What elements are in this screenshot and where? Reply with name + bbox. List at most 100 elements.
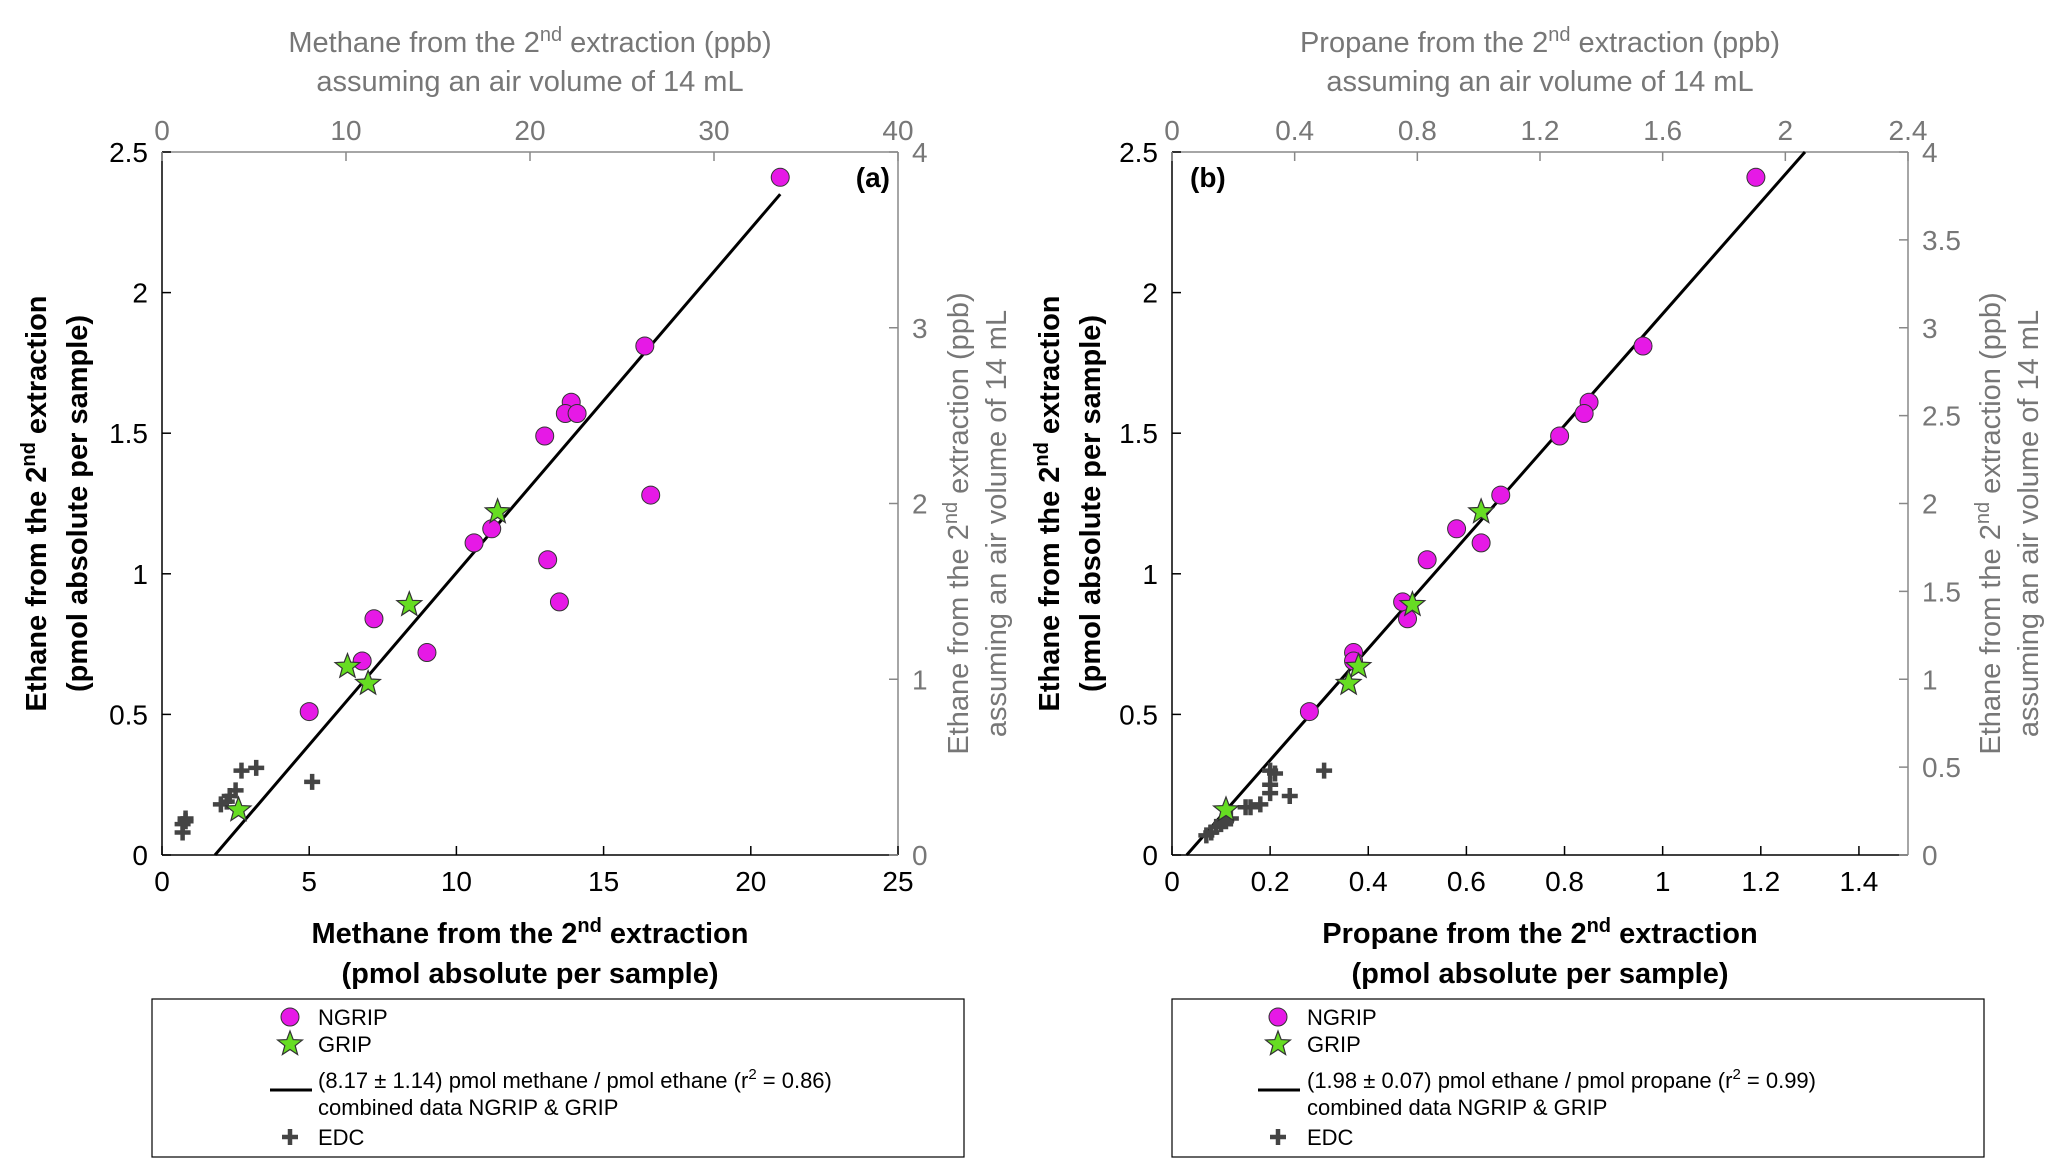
top-tick-label: 30 — [698, 115, 729, 146]
legend-label: EDC — [1307, 1125, 1354, 1150]
fit-line — [1185, 151, 1807, 856]
right-tick-label: 3 — [1922, 313, 1938, 344]
x-tick-label: 1.4 — [1839, 866, 1878, 897]
right-axis-label: Ethane from the 2nd extraction (ppb) — [1972, 292, 2007, 754]
data-point-ngrip — [364, 609, 384, 629]
x-axis-label: Propane from the 2nd extraction — [1322, 915, 1757, 950]
x-tick-label: 5 — [301, 866, 317, 897]
panel-label: (a) — [856, 162, 890, 193]
right-axis-label-line2: assuming an air volume of 14 mL — [981, 310, 1013, 737]
right-tick-label: 2 — [1922, 489, 1938, 520]
data-point-ngrip — [1471, 533, 1491, 553]
y-tick-label: 0 — [132, 840, 148, 871]
data-point-grip — [1344, 651, 1373, 679]
y-tick-label: 2 — [132, 278, 148, 309]
top-tick-label: 2.4 — [1889, 115, 1928, 146]
legend-label: (8.17 ± 1.14) pmol methane / pmol ethane… — [318, 1066, 832, 1093]
right-tick-label: 1 — [1922, 664, 1938, 695]
data-point-grip — [1211, 795, 1240, 822]
top-tick-label: 1.2 — [1521, 115, 1560, 146]
right-tick-label: 4 — [1922, 137, 1938, 168]
right-axis-label-line2: assuming an air volume of 14 mL — [2013, 310, 2045, 737]
top-tick-label: 0 — [154, 115, 170, 146]
x-tick-label: 1.2 — [1741, 866, 1780, 897]
legend-label: NGRIP — [1307, 1005, 1377, 1030]
series-grip — [1211, 497, 1496, 822]
right-tick-label: 2.5 — [1922, 401, 1961, 432]
y-axis-label-line2: (pmol absolute per sample) — [1075, 315, 1107, 692]
series-ngrip — [299, 167, 790, 722]
x-tick-label: 0.8 — [1545, 866, 1584, 897]
data-point-ngrip — [1550, 426, 1570, 446]
legend-box — [1171, 998, 1985, 1158]
x-tick-label: 0.6 — [1447, 866, 1486, 897]
data-point-ngrip — [299, 702, 319, 722]
y-tick-label: 1 — [132, 559, 148, 590]
data-point-edc — [1316, 762, 1333, 779]
data-point-grip — [395, 589, 424, 617]
data-point-edc — [227, 782, 244, 799]
right-tick-label: 0 — [912, 840, 928, 871]
x-tick-label: 10 — [441, 866, 472, 897]
data-point-grip — [1467, 497, 1496, 524]
right-tick-label: 0 — [1922, 840, 1938, 871]
right-tick-label: 3.5 — [1922, 225, 1961, 256]
right-axis-label: Ethane from the 2nd extraction (ppb) — [940, 292, 975, 754]
y-tick-label: 0.5 — [109, 699, 148, 730]
data-point-edc — [1242, 799, 1259, 816]
data-point-ngrip — [352, 651, 372, 671]
data-point-ngrip — [535, 426, 555, 446]
legend-label: combined data NGRIP & GRIP — [318, 1095, 618, 1120]
right-tick-label: 1.5 — [1922, 576, 1961, 607]
data-point-grip — [1398, 590, 1427, 617]
data-point-ngrip — [641, 485, 661, 505]
series-grip — [224, 497, 512, 822]
top-tick-label: 0.4 — [1275, 115, 1314, 146]
legend-label: NGRIP — [318, 1005, 388, 1030]
data-point-ngrip — [464, 533, 484, 553]
x-axis-label-line2: (pmol absolute per sample) — [1351, 958, 1728, 990]
data-point-ngrip — [482, 519, 502, 539]
data-point-grip — [333, 651, 362, 679]
top-tick-label: 20 — [514, 115, 545, 146]
legend-label: GRIP — [318, 1032, 372, 1057]
y-axis-label-line2: (pmol absolute per sample) — [62, 315, 94, 692]
y-tick-label: 2 — [1142, 278, 1158, 309]
top-axis-label: Methane from the 2nd extraction (ppb) — [288, 24, 771, 59]
x-tick-label: 20 — [735, 866, 766, 897]
legend-marker-plus — [1270, 1129, 1286, 1145]
data-point-ngrip — [1299, 702, 1319, 722]
data-point-ngrip — [549, 592, 569, 612]
top-tick-label: 10 — [330, 115, 361, 146]
x-axis-label: Methane from the 2nd extraction — [312, 915, 749, 950]
top-axis-label: Propane from the 2nd extraction (ppb) — [1300, 24, 1780, 59]
right-tick-label: 3 — [912, 313, 928, 344]
top-axis-label-line2: assuming an air volume of 14 mL — [316, 66, 743, 98]
series-ngrip — [1299, 167, 1766, 722]
top-tick-label: 40 — [882, 115, 913, 146]
legend-label: combined data NGRIP & GRIP — [1307, 1095, 1607, 1120]
data-point-ngrip — [770, 167, 790, 187]
data-point-grip — [224, 795, 253, 822]
data-point-grip — [354, 668, 382, 696]
data-point-edc — [1262, 762, 1279, 779]
data-point-edc — [233, 762, 250, 779]
y-tick-label: 2.5 — [1119, 137, 1158, 168]
data-point-edc — [304, 773, 321, 790]
data-point-edc — [248, 759, 265, 776]
data-point-ngrip — [1633, 336, 1653, 356]
right-tick-label: 0.5 — [1922, 752, 1961, 783]
panel-label: (b) — [1190, 162, 1226, 193]
legend-marker-star — [275, 1029, 305, 1056]
legend-label: GRIP — [1307, 1032, 1361, 1057]
data-point-edc — [1281, 787, 1298, 804]
data-point-ngrip — [635, 336, 655, 356]
legend-marker-star — [1263, 1029, 1293, 1056]
data-point-ngrip — [1447, 519, 1467, 539]
chart-panel-b: 0 0.2 0.4 0.6 0.8 1 1.2 1.400.511.522.50 0.4 0.8 1… — [1031, 24, 2045, 1158]
y-tick-label: 1.5 — [109, 418, 148, 449]
